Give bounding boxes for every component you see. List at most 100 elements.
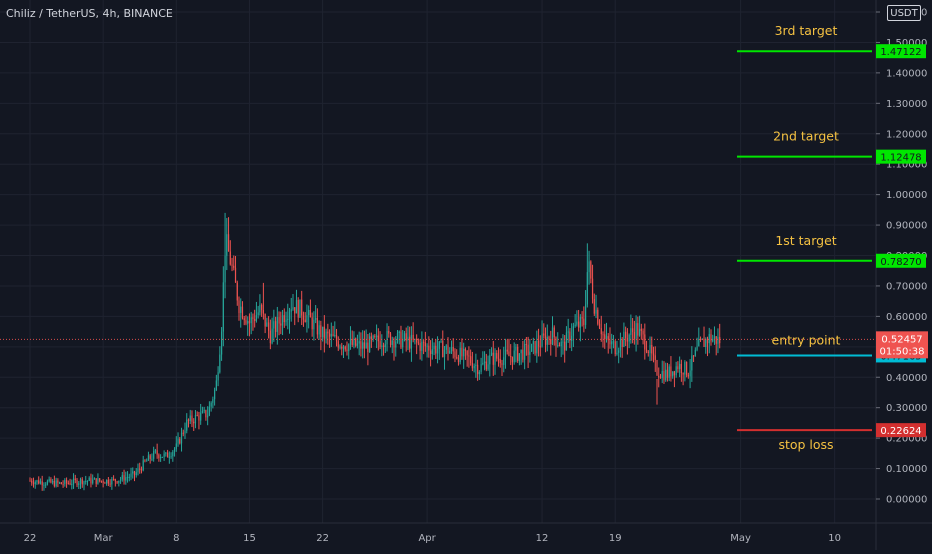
candle-body bbox=[121, 475, 123, 480]
candle-body bbox=[386, 330, 388, 345]
candle-body bbox=[220, 331, 223, 355]
candle-body bbox=[461, 347, 463, 357]
candle-body bbox=[525, 344, 527, 346]
candle-body bbox=[287, 318, 289, 320]
candle-body bbox=[623, 331, 625, 348]
candle-body bbox=[34, 481, 36, 485]
price-tag-label: 0.78270 bbox=[880, 257, 921, 268]
3rd-target-label: 3rd target bbox=[775, 23, 838, 38]
candle-body bbox=[699, 338, 702, 340]
candle-body bbox=[196, 414, 198, 416]
candle-body bbox=[473, 365, 475, 369]
candle-body bbox=[492, 352, 494, 365]
candle-body bbox=[193, 421, 195, 424]
price-axis[interactable] bbox=[876, 0, 932, 550]
candle-body bbox=[402, 338, 404, 348]
candle-body bbox=[673, 371, 676, 376]
candle-body bbox=[557, 345, 559, 347]
x-tick-label: 19 bbox=[609, 533, 622, 544]
candle-body bbox=[334, 335, 336, 337]
candle-body bbox=[45, 484, 47, 486]
candle-body bbox=[583, 318, 585, 325]
candle-body bbox=[632, 328, 634, 332]
candle-body bbox=[384, 344, 386, 348]
candle-body bbox=[118, 480, 120, 483]
candle-body bbox=[544, 335, 547, 345]
candle-body bbox=[207, 415, 209, 418]
y-tick-label: 0.30000 bbox=[886, 403, 927, 414]
candle-body bbox=[259, 304, 261, 313]
candle-body bbox=[630, 328, 632, 335]
candle-body bbox=[715, 336, 717, 344]
candle-body bbox=[581, 317, 583, 319]
candle-body bbox=[576, 321, 578, 325]
candle-body bbox=[590, 261, 592, 279]
candle-body bbox=[123, 475, 125, 481]
candle-body bbox=[158, 454, 160, 459]
candle-body bbox=[113, 478, 115, 480]
candle-body bbox=[403, 333, 406, 339]
candle-body bbox=[276, 317, 278, 332]
x-tick-label: 8 bbox=[173, 533, 179, 544]
candle-body bbox=[426, 345, 428, 347]
candle-body bbox=[214, 389, 216, 400]
candle-body bbox=[686, 362, 688, 375]
x-tick-label: 12 bbox=[536, 533, 549, 544]
candle-body bbox=[470, 356, 472, 363]
candle-body bbox=[257, 312, 259, 316]
candle-body bbox=[429, 350, 432, 355]
candle-body bbox=[459, 347, 461, 363]
candle-body bbox=[116, 481, 118, 483]
currency-badge[interactable]: USDT bbox=[887, 5, 921, 21]
candle-body bbox=[551, 327, 554, 345]
candle-body bbox=[309, 309, 312, 318]
last-price-label: 0.52457 bbox=[881, 334, 922, 345]
candle-body bbox=[247, 321, 249, 324]
candle-body bbox=[454, 351, 456, 358]
candle-body bbox=[611, 341, 613, 345]
candle-body bbox=[212, 399, 214, 403]
candle-body bbox=[496, 353, 498, 359]
candle-body bbox=[240, 306, 242, 313]
candle-body bbox=[322, 326, 324, 338]
price-tag bbox=[876, 423, 926, 438]
candle-body bbox=[142, 460, 144, 471]
candle-body bbox=[464, 348, 467, 351]
candle-body bbox=[555, 337, 557, 346]
candle-body bbox=[560, 341, 562, 347]
candle-body bbox=[436, 348, 439, 354]
candle-body bbox=[666, 369, 669, 378]
candle-body bbox=[435, 345, 437, 354]
candle-body bbox=[661, 371, 663, 378]
candle-body bbox=[186, 419, 188, 431]
candle-body bbox=[194, 414, 197, 424]
candle-body bbox=[433, 345, 435, 350]
y-tick-label: 0.20000 bbox=[886, 434, 927, 445]
candle-body bbox=[677, 366, 679, 370]
candle-body bbox=[318, 325, 320, 335]
candle-body bbox=[280, 323, 282, 326]
y-tick-label: 0.40000 bbox=[886, 373, 927, 384]
candle-body bbox=[708, 334, 710, 344]
candle-body bbox=[208, 406, 210, 416]
candle-body bbox=[675, 366, 677, 376]
candle-body bbox=[243, 318, 245, 321]
candle-body bbox=[658, 375, 660, 378]
y-tick-label: 1.30000 bbox=[886, 99, 927, 110]
candle-body bbox=[205, 410, 207, 418]
candle-body bbox=[341, 346, 343, 349]
candle-body bbox=[605, 336, 608, 340]
candle-body bbox=[412, 334, 414, 340]
candle-body bbox=[100, 480, 103, 482]
candle-body bbox=[356, 343, 359, 346]
candle-body bbox=[520, 349, 522, 354]
candle-body bbox=[510, 356, 512, 358]
candle-body bbox=[177, 438, 179, 444]
candle-body bbox=[524, 344, 526, 360]
x-tick-label: May bbox=[730, 533, 751, 544]
candle-body bbox=[349, 339, 352, 345]
candle-body bbox=[74, 478, 76, 480]
candle-body bbox=[217, 372, 219, 381]
